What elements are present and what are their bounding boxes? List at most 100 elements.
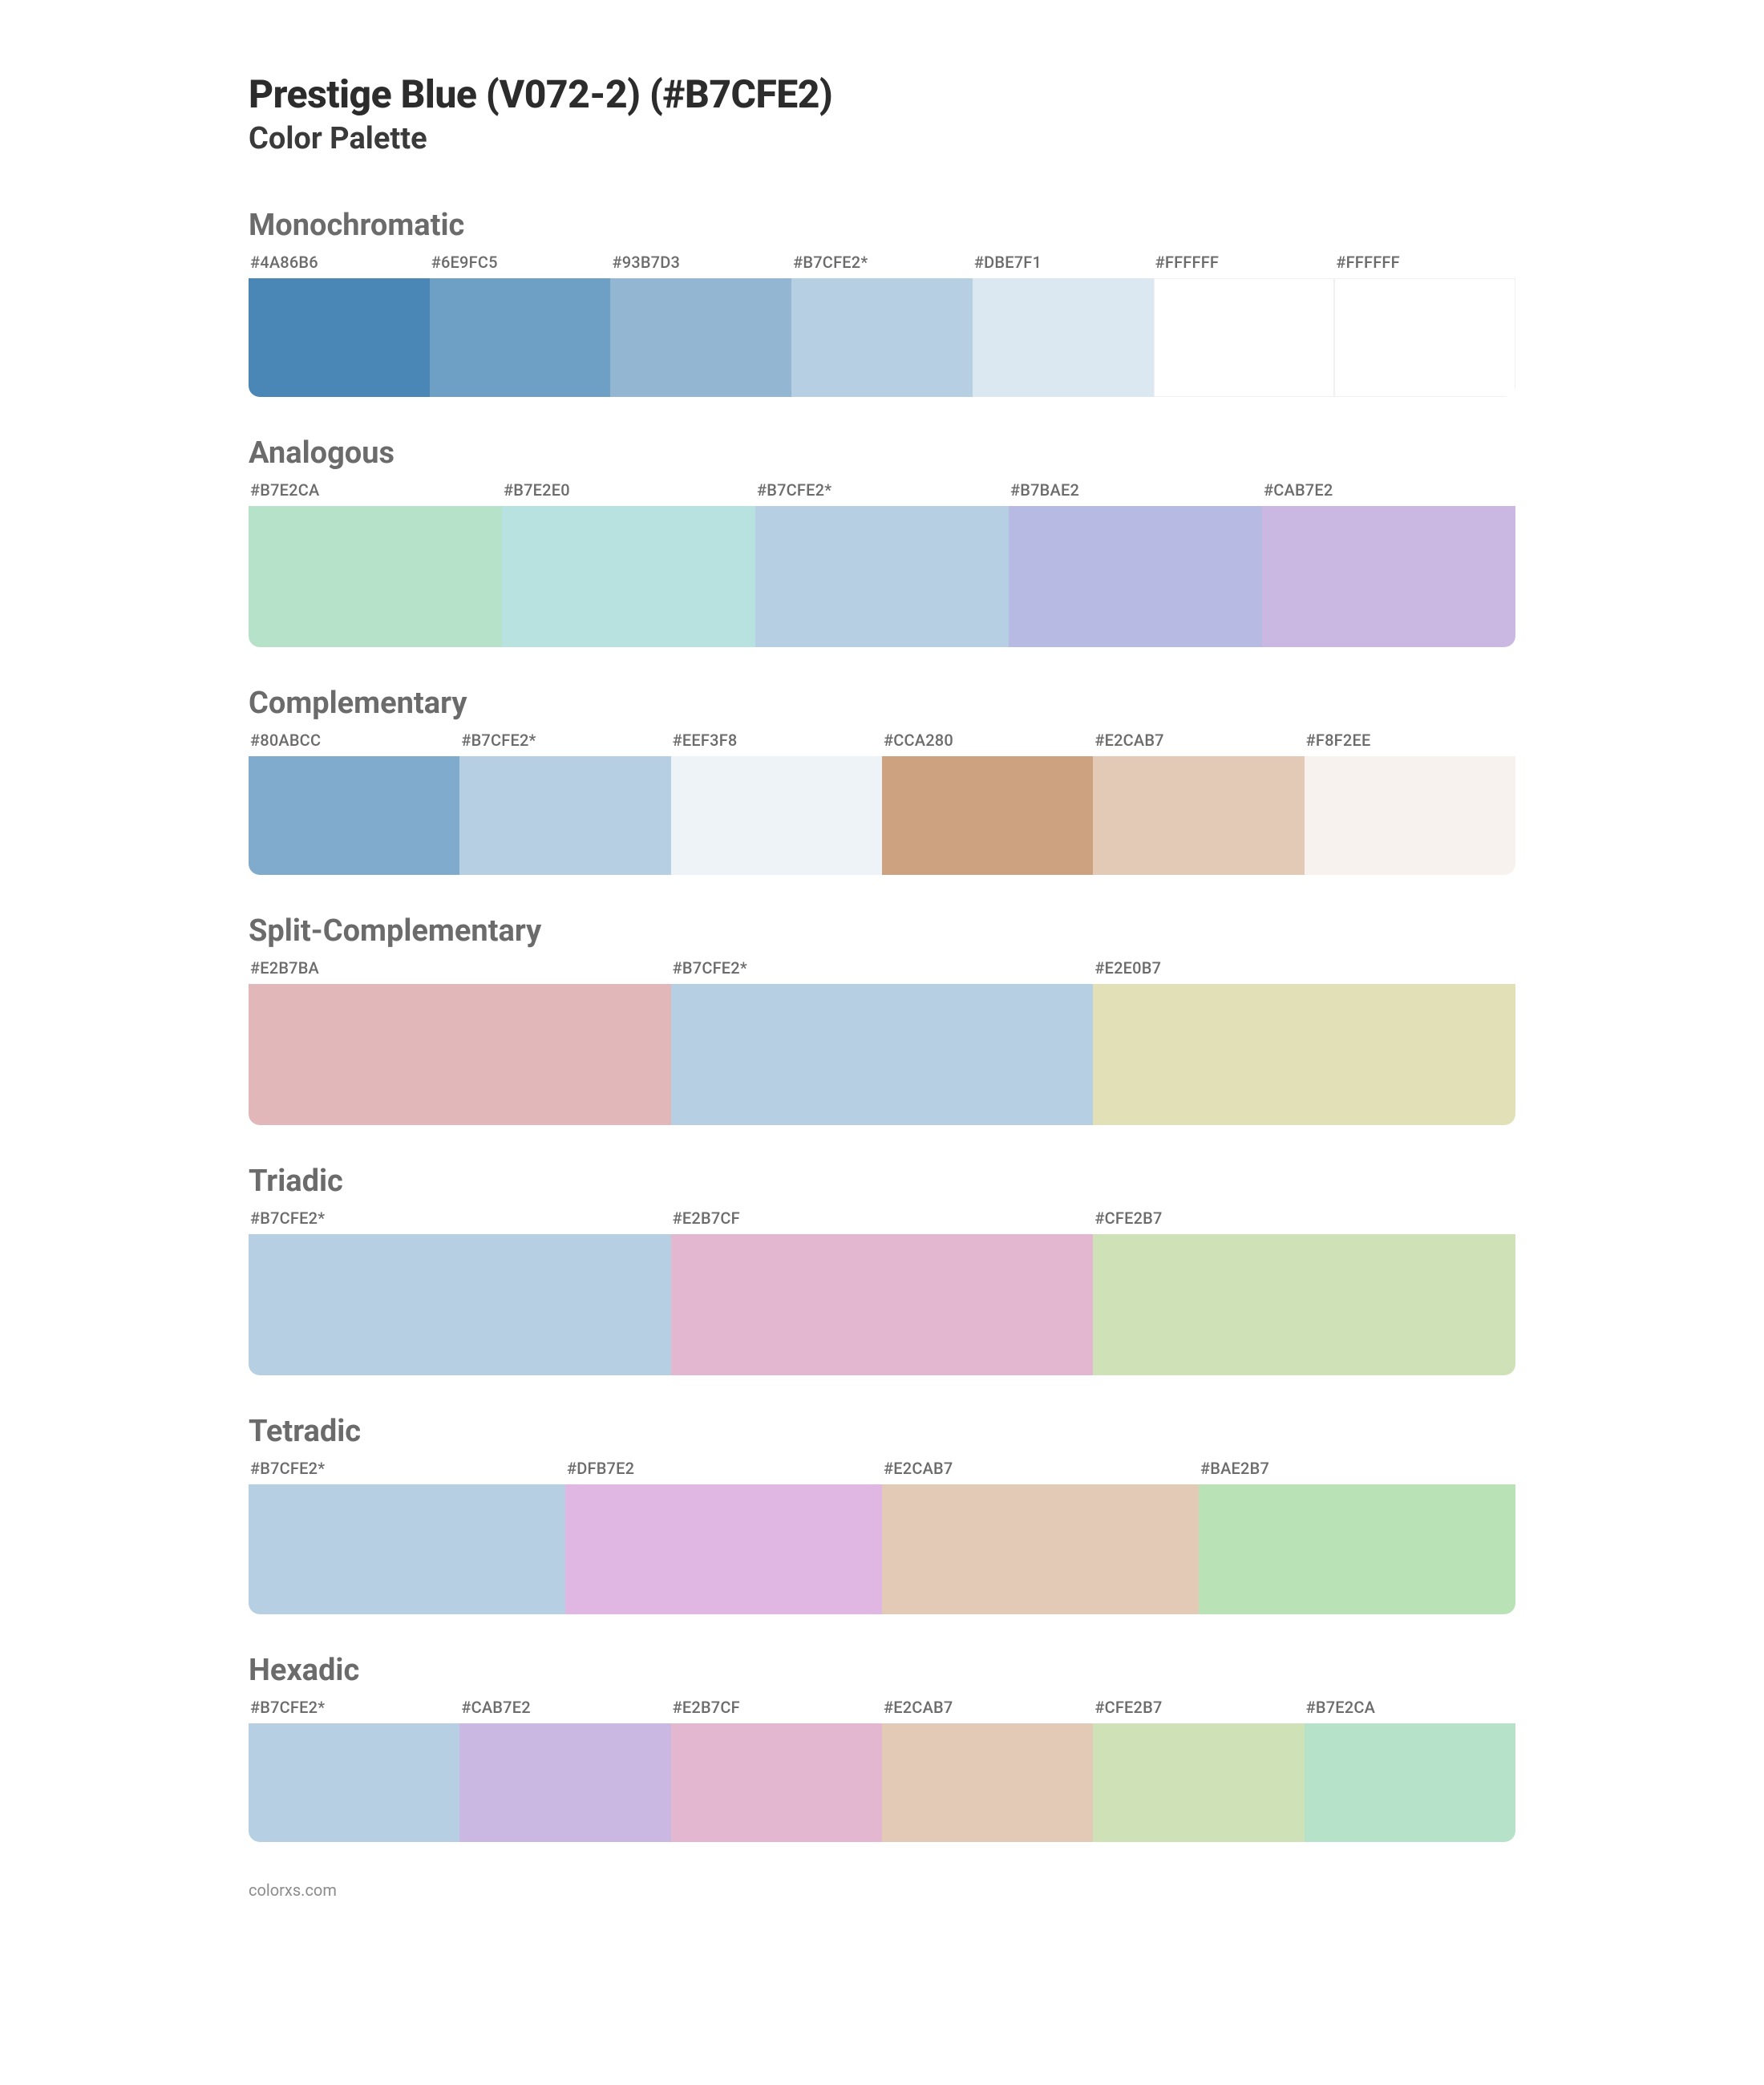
swatch-label: #E2CAB7 <box>882 1694 1093 1723</box>
page-subtitle: Color Palette <box>249 121 1515 156</box>
swatch-label: #DFB7E2 <box>565 1455 882 1484</box>
color-swatch[interactable]: #E2E0B7 <box>1093 955 1515 1125</box>
color-swatch[interactable]: #B7E2CA <box>249 477 502 647</box>
color-swatch[interactable]: #DFB7E2 <box>565 1455 882 1614</box>
swatch-color <box>1305 756 1515 875</box>
color-swatch[interactable]: #FFFFFF <box>1334 249 1515 397</box>
palette-sections: Monochromatic#4A86B6#6E9FC5#93B7D3#B7CFE… <box>249 208 1515 1842</box>
swatch-color <box>1093 1234 1515 1375</box>
swatch-row: #E2B7BA#B7CFE2*#E2E0B7 <box>249 955 1515 1125</box>
color-swatch[interactable]: #E2B7CF <box>671 1205 1094 1375</box>
palette-section: Split-Complementary #E2B7BA#B7CFE2*#E2E0B… <box>249 913 1515 1125</box>
swatch-color <box>459 756 670 875</box>
color-swatch[interactable]: #E2B7CF <box>671 1694 882 1842</box>
section-title: Triadic <box>249 1164 1515 1199</box>
swatch-label: #B7CFE2* <box>249 1455 565 1484</box>
swatch-label: #E2B7BA <box>249 955 671 984</box>
color-swatch[interactable]: #B7CFE2* <box>459 727 670 875</box>
section-title: Analogous <box>249 435 1515 471</box>
color-swatch[interactable]: #DBE7F1 <box>973 249 1154 397</box>
swatch-color <box>791 278 973 397</box>
swatch-color <box>671 984 1094 1125</box>
swatch-color <box>1093 756 1304 875</box>
swatch-color <box>671 756 882 875</box>
swatch-label: #93B7D3 <box>610 249 791 278</box>
color-swatch[interactable]: #E2B7BA <box>249 955 671 1125</box>
swatch-label: #FFFFFF <box>1154 249 1335 278</box>
swatch-label: #FFFFFF <box>1334 249 1515 278</box>
section-title: Monochromatic <box>249 208 1515 243</box>
palette-section: Hexadic #B7CFE2*#CAB7E2#E2B7CF#E2CAB7#CFE… <box>249 1653 1515 1842</box>
swatch-color <box>1262 506 1515 647</box>
footer-credit: colorxs.com <box>249 1881 1515 1900</box>
color-swatch[interactable]: #BAE2B7 <box>1199 1455 1515 1614</box>
swatch-color <box>249 506 502 647</box>
color-swatch[interactable]: #CAB7E2 <box>459 1694 670 1842</box>
color-swatch[interactable]: #E2CAB7 <box>1093 727 1304 875</box>
swatch-color <box>1154 278 1335 397</box>
swatch-label: #6E9FC5 <box>430 249 611 278</box>
swatch-color <box>502 506 755 647</box>
swatch-label: #B7CFE2* <box>249 1205 671 1234</box>
color-swatch[interactable]: #E2CAB7 <box>882 1455 1199 1614</box>
section-title: Hexadic <box>249 1653 1515 1688</box>
swatch-color <box>1305 1723 1515 1842</box>
swatch-color <box>671 1723 882 1842</box>
color-swatch[interactable]: #80ABCC <box>249 727 459 875</box>
color-swatch[interactable]: #CFE2B7 <box>1093 1205 1515 1375</box>
swatch-label: #CAB7E2 <box>459 1694 670 1723</box>
swatch-row: #B7E2CA#B7E2E0#B7CFE2*#B7BAE2#CAB7E2 <box>249 477 1515 647</box>
color-swatch[interactable]: #B7E2E0 <box>502 477 755 647</box>
swatch-color <box>1334 278 1515 397</box>
swatch-color <box>249 984 671 1125</box>
color-swatch[interactable]: #B7CFE2* <box>755 477 1009 647</box>
palette-section: Analogous #B7E2CA#B7E2E0#B7CFE2*#B7BAE2#C… <box>249 435 1515 647</box>
color-swatch[interactable]: #CAB7E2 <box>1262 477 1515 647</box>
color-swatch[interactable]: #4A86B6 <box>249 249 430 397</box>
swatch-label: #80ABCC <box>249 727 459 756</box>
color-swatch[interactable]: #E2CAB7 <box>882 1694 1093 1842</box>
swatch-label: #E2B7CF <box>671 1694 882 1723</box>
color-swatch[interactable]: #FFFFFF <box>1154 249 1335 397</box>
color-swatch[interactable]: #B7CFE2* <box>249 1205 671 1375</box>
color-swatch[interactable]: #B7CFE2* <box>249 1455 565 1614</box>
swatch-label: #E2CAB7 <box>882 1455 1199 1484</box>
color-swatch[interactable]: #B7CFE2* <box>671 955 1094 1125</box>
swatch-row: #4A86B6#6E9FC5#93B7D3#B7CFE2*#DBE7F1#FFF… <box>249 249 1515 397</box>
swatch-label: #CCA280 <box>882 727 1093 756</box>
color-swatch[interactable]: #93B7D3 <box>610 249 791 397</box>
swatch-label: #B7E2CA <box>1305 1694 1515 1723</box>
swatch-label: #CFE2B7 <box>1093 1694 1304 1723</box>
swatch-color <box>249 1723 459 1842</box>
swatch-color <box>1093 1723 1304 1842</box>
swatch-label: #B7E2E0 <box>502 477 755 506</box>
swatch-label: #B7E2CA <box>249 477 502 506</box>
color-swatch[interactable]: #CFE2B7 <box>1093 1694 1304 1842</box>
color-swatch[interactable]: #B7E2CA <box>1305 1694 1515 1842</box>
color-swatch[interactable]: #F8F2EE <box>1305 727 1515 875</box>
swatch-label: #E2E0B7 <box>1093 955 1515 984</box>
swatch-label: #DBE7F1 <box>973 249 1154 278</box>
swatch-label: #F8F2EE <box>1305 727 1515 756</box>
color-swatch[interactable]: #B7BAE2 <box>1009 477 1262 647</box>
swatch-label: #B7CFE2* <box>791 249 973 278</box>
swatch-label: #CFE2B7 <box>1093 1205 1515 1234</box>
swatch-color <box>610 278 791 397</box>
section-title: Split-Complementary <box>249 913 1515 949</box>
color-swatch[interactable]: #6E9FC5 <box>430 249 611 397</box>
swatch-label: #BAE2B7 <box>1199 1455 1515 1484</box>
color-swatch[interactable]: #B7CFE2* <box>249 1694 459 1842</box>
page-title: Prestige Blue (V072-2) (#B7CFE2) <box>249 72 1515 116</box>
swatch-row: #B7CFE2*#DFB7E2#E2CAB7#BAE2B7 <box>249 1455 1515 1614</box>
swatch-color <box>755 506 1009 647</box>
palette-section: Monochromatic #4A86B6#6E9FC5#93B7D3#B7CFE… <box>249 208 1515 397</box>
swatch-color <box>882 1723 1093 1842</box>
swatch-label: #B7CFE2* <box>671 955 1094 984</box>
swatch-label: #B7BAE2 <box>1009 477 1262 506</box>
color-swatch[interactable]: #EEF3F8 <box>671 727 882 875</box>
color-swatch[interactable]: #B7CFE2* <box>791 249 973 397</box>
swatch-color <box>882 1484 1199 1614</box>
color-swatch[interactable]: #CCA280 <box>882 727 1093 875</box>
swatch-color <box>430 278 611 397</box>
swatch-color <box>1199 1484 1515 1614</box>
